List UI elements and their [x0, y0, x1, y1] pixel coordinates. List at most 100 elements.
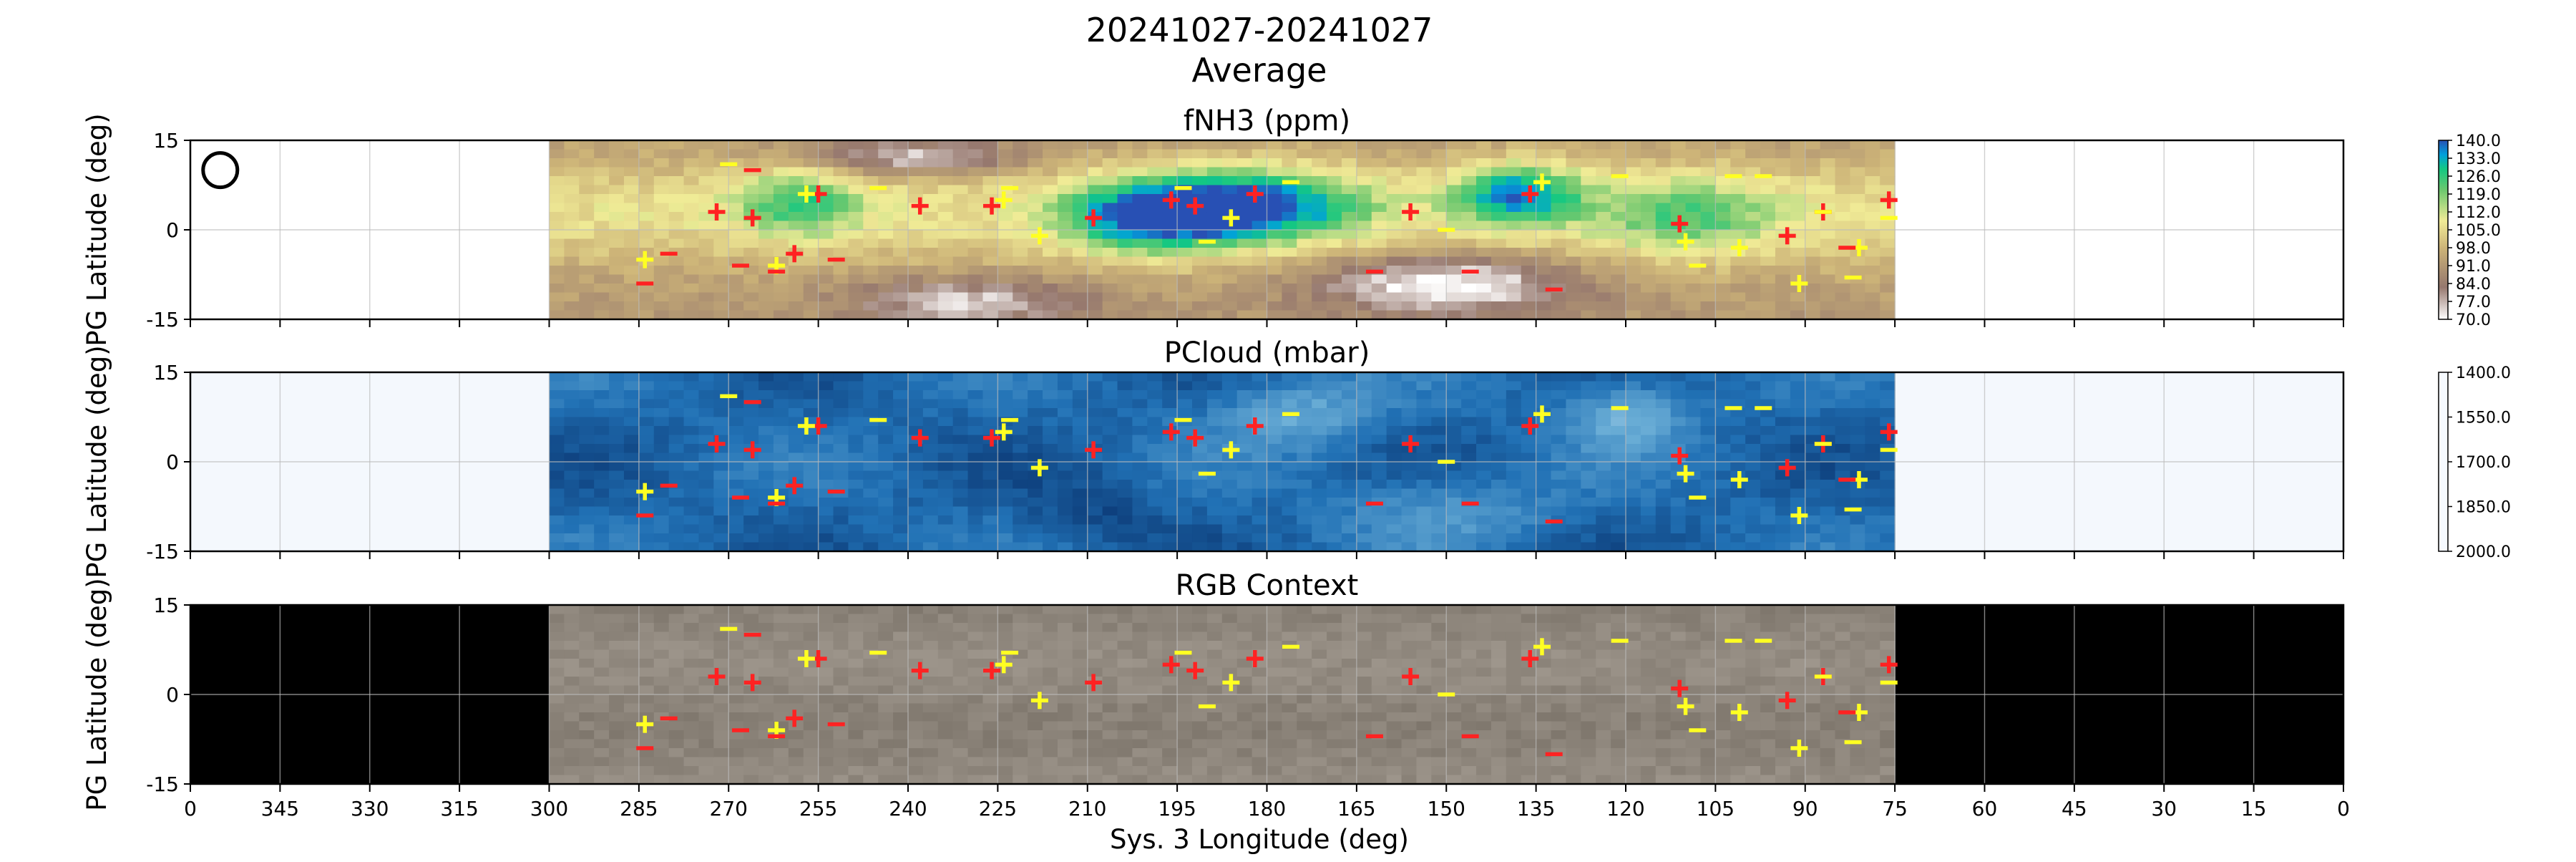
heatmap-cell — [774, 605, 789, 614]
heatmap-cell — [804, 221, 819, 231]
heatmap-cell — [938, 775, 953, 785]
heatmap-cell — [1387, 221, 1402, 231]
heatmap-cell — [1536, 525, 1551, 534]
heatmap-cell — [1820, 471, 1835, 480]
heatmap-cell — [834, 614, 849, 624]
heatmap-cell — [1088, 659, 1103, 668]
heatmap-cell — [1416, 417, 1431, 427]
heatmap-cell — [1237, 632, 1252, 641]
heatmap-cell — [997, 176, 1013, 185]
heatmap-cell — [1043, 748, 1058, 757]
heatmap-cell — [1192, 712, 1207, 722]
heatmap-cell — [1118, 140, 1133, 150]
heatmap-cell — [743, 390, 758, 399]
heatmap-cell — [624, 659, 639, 668]
heatmap-cell — [1775, 480, 1790, 489]
heatmap-cell — [1805, 453, 1820, 463]
heatmap-cell — [1387, 453, 1402, 463]
heatmap-cell — [1611, 257, 1626, 266]
heatmap-cell — [1730, 140, 1745, 150]
heatmap-cell — [1626, 293, 1641, 302]
heatmap-cell — [713, 266, 728, 275]
heatmap-cell — [1656, 230, 1671, 239]
heatmap-cell — [804, 694, 819, 704]
heatmap-cell — [1626, 426, 1641, 435]
heatmap-cell — [1267, 194, 1282, 203]
heatmap-cell — [1252, 668, 1267, 677]
heatmap-cell — [1715, 489, 1730, 498]
heatmap-cell — [1536, 480, 1551, 489]
heatmap-cell — [893, 311, 908, 320]
heatmap-cell — [1028, 668, 1043, 677]
heatmap-cell — [564, 311, 579, 320]
heatmap-cell — [1476, 194, 1491, 203]
heatmap-cell — [1013, 426, 1028, 435]
heatmap-cell — [1028, 757, 1043, 767]
heatmap-cell — [1132, 632, 1147, 641]
heatmap-cell — [1058, 686, 1073, 695]
heatmap-cell — [1700, 515, 1715, 525]
heatmap-cell — [758, 480, 774, 489]
heatmap-cell — [1267, 533, 1282, 543]
heatmap-cell — [609, 632, 624, 641]
heatmap-cell — [1506, 284, 1521, 293]
heatmap-cell — [1162, 641, 1177, 650]
heatmap-cell — [1760, 275, 1775, 284]
heatmap-cell — [579, 462, 594, 471]
heatmap-cell — [1058, 230, 1073, 239]
heatmap-cell — [609, 704, 624, 713]
heatmap-cell — [1132, 515, 1147, 525]
heatmap-cell — [1431, 417, 1446, 427]
heatmap-cell — [1865, 462, 1880, 471]
heatmap-cell — [1476, 515, 1491, 525]
heatmap-cell — [669, 185, 684, 195]
heatmap-cell — [1596, 426, 1611, 435]
heatmap-cell — [1566, 507, 1581, 516]
heatmap-cell — [758, 641, 774, 650]
heatmap-cell — [893, 704, 908, 713]
heatmap-cell — [863, 748, 878, 757]
heatmap-cell — [1132, 444, 1147, 453]
heatmap-cell — [1656, 168, 1671, 177]
heatmap-cell — [997, 489, 1013, 498]
heatmap-cell — [669, 515, 684, 525]
heatmap-cell — [953, 293, 968, 302]
heatmap-cell — [654, 293, 669, 302]
heatmap-cell — [1252, 775, 1267, 785]
heatmap-cell — [713, 722, 728, 731]
heatmap-cell — [1327, 372, 1342, 382]
heatmap-cell — [713, 775, 728, 785]
heatmap-cell — [1103, 650, 1118, 659]
heatmap-cell — [743, 185, 758, 195]
heatmap-cell — [1327, 614, 1342, 624]
heatmap-cell — [743, 766, 758, 775]
heatmap-cell — [624, 757, 639, 767]
heatmap-cell — [1177, 293, 1192, 302]
heatmap-cell — [923, 730, 938, 740]
heatmap-cell — [819, 704, 834, 713]
heatmap-cell — [1611, 194, 1626, 203]
heatmap-cell — [1865, 399, 1880, 409]
colorbar-tick-label: 126.0 — [2456, 168, 2501, 186]
heatmap-cell — [848, 740, 863, 749]
heatmap-cell — [550, 471, 565, 480]
heatmap-cell — [878, 659, 893, 668]
heatmap-cell — [1192, 740, 1207, 749]
heatmap-cell — [1476, 417, 1491, 427]
heatmap-cell — [938, 740, 953, 749]
heatmap-cell — [1177, 766, 1192, 775]
heatmap-cell — [728, 766, 743, 775]
heatmap-cell — [639, 677, 654, 686]
heatmap-cell — [1536, 390, 1551, 399]
heatmap-cell — [1028, 266, 1043, 275]
heatmap-cell — [1342, 668, 1357, 677]
heatmap-cell — [684, 641, 699, 650]
heatmap-cell — [564, 444, 579, 453]
heatmap-cell — [1641, 239, 1656, 248]
heatmap-cell — [774, 275, 789, 284]
heatmap-cell — [1671, 507, 1686, 516]
heatmap-cell — [1207, 301, 1222, 311]
heatmap-cell — [1611, 284, 1626, 293]
heatmap-cell — [1671, 417, 1686, 427]
heatmap-cell — [863, 239, 878, 248]
